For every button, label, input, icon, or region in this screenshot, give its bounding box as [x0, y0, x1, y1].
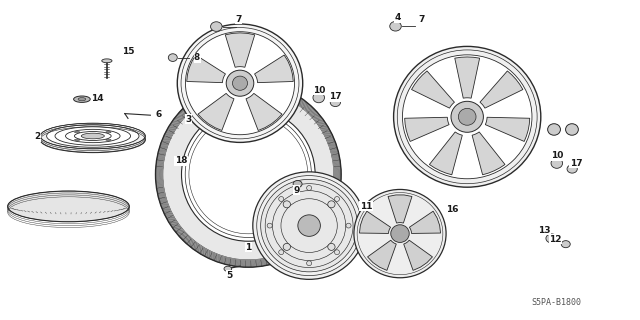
Ellipse shape	[546, 234, 557, 243]
Ellipse shape	[567, 165, 577, 173]
Ellipse shape	[40, 127, 145, 153]
Ellipse shape	[65, 129, 120, 143]
Ellipse shape	[40, 123, 145, 149]
Ellipse shape	[551, 158, 563, 168]
Ellipse shape	[156, 82, 341, 267]
Ellipse shape	[81, 133, 104, 139]
Ellipse shape	[283, 244, 291, 250]
Ellipse shape	[232, 76, 248, 90]
Ellipse shape	[106, 139, 111, 140]
Ellipse shape	[177, 24, 303, 142]
Ellipse shape	[293, 180, 302, 188]
Ellipse shape	[283, 201, 291, 208]
Ellipse shape	[298, 215, 321, 236]
Ellipse shape	[168, 54, 177, 61]
Polygon shape	[367, 240, 396, 270]
Text: 3: 3	[186, 115, 192, 124]
Text: 10: 10	[312, 86, 325, 95]
Text: 6: 6	[156, 110, 162, 119]
Ellipse shape	[394, 46, 541, 187]
Text: 7: 7	[236, 15, 242, 24]
Polygon shape	[198, 93, 234, 131]
Ellipse shape	[253, 172, 365, 279]
Text: 5: 5	[226, 271, 232, 280]
Ellipse shape	[47, 125, 139, 147]
Text: 12: 12	[549, 235, 562, 244]
Ellipse shape	[260, 180, 358, 272]
Polygon shape	[455, 57, 479, 98]
Text: 13: 13	[538, 226, 550, 235]
Ellipse shape	[55, 127, 131, 145]
Polygon shape	[472, 132, 505, 175]
Polygon shape	[255, 55, 293, 83]
Ellipse shape	[307, 186, 312, 190]
Ellipse shape	[403, 55, 532, 179]
Text: 16: 16	[445, 205, 458, 214]
Ellipse shape	[8, 191, 129, 222]
Polygon shape	[187, 55, 225, 83]
Polygon shape	[429, 132, 462, 175]
Ellipse shape	[313, 92, 324, 103]
Ellipse shape	[224, 266, 232, 271]
Text: 1: 1	[245, 243, 252, 252]
Text: 14: 14	[91, 94, 104, 103]
Ellipse shape	[25, 195, 112, 218]
Text: 15: 15	[122, 47, 134, 56]
Ellipse shape	[548, 124, 561, 135]
Ellipse shape	[106, 132, 111, 133]
Text: 7: 7	[418, 15, 424, 24]
Ellipse shape	[354, 189, 446, 278]
Text: 2: 2	[34, 132, 40, 141]
Ellipse shape	[278, 250, 284, 255]
Ellipse shape	[328, 201, 335, 208]
Polygon shape	[410, 211, 440, 234]
Ellipse shape	[390, 21, 401, 31]
Ellipse shape	[561, 241, 570, 248]
Ellipse shape	[335, 250, 340, 255]
Ellipse shape	[307, 261, 312, 266]
Polygon shape	[246, 93, 282, 131]
Ellipse shape	[186, 32, 294, 135]
Ellipse shape	[451, 101, 483, 132]
Text: 11: 11	[360, 202, 372, 211]
Ellipse shape	[102, 59, 112, 63]
Text: 17: 17	[570, 159, 582, 168]
Polygon shape	[404, 240, 433, 270]
Polygon shape	[404, 117, 449, 141]
Ellipse shape	[335, 196, 340, 201]
Ellipse shape	[346, 223, 351, 228]
Text: 17: 17	[329, 92, 342, 101]
Ellipse shape	[566, 124, 579, 135]
Polygon shape	[480, 71, 523, 108]
Ellipse shape	[78, 98, 86, 101]
Polygon shape	[388, 195, 412, 223]
Ellipse shape	[226, 70, 254, 96]
Text: 18: 18	[175, 156, 188, 165]
Ellipse shape	[330, 98, 340, 107]
Ellipse shape	[328, 244, 335, 250]
Polygon shape	[225, 33, 255, 67]
Ellipse shape	[74, 96, 90, 102]
Polygon shape	[485, 117, 530, 141]
Ellipse shape	[182, 108, 315, 241]
Polygon shape	[412, 71, 454, 108]
Text: S5PA-B1800: S5PA-B1800	[532, 298, 582, 307]
Ellipse shape	[74, 132, 111, 140]
Text: 9: 9	[293, 186, 300, 195]
Ellipse shape	[458, 108, 476, 125]
Ellipse shape	[75, 139, 80, 140]
Ellipse shape	[35, 198, 102, 215]
Text: 8: 8	[194, 53, 200, 62]
Ellipse shape	[278, 196, 284, 201]
Polygon shape	[360, 211, 390, 234]
Text: 4: 4	[395, 13, 401, 22]
Ellipse shape	[267, 223, 272, 228]
Ellipse shape	[391, 225, 409, 243]
Ellipse shape	[211, 22, 222, 31]
Text: 10: 10	[550, 151, 563, 160]
Ellipse shape	[75, 132, 80, 133]
